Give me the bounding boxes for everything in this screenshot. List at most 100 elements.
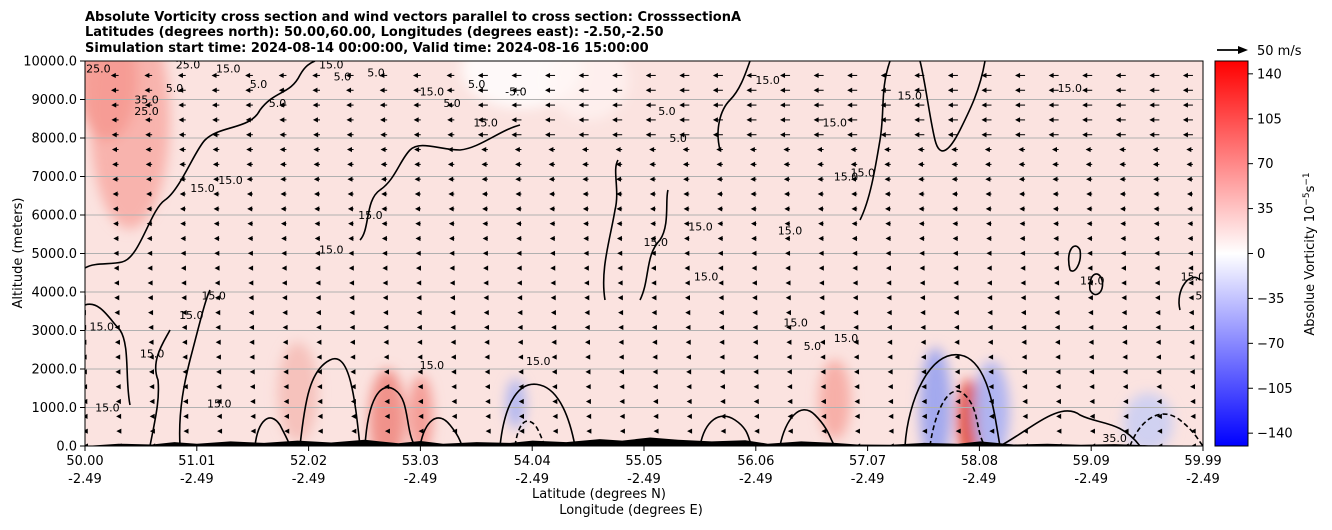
wind-vector-466 (645, 87, 656, 93)
wind-vector-head (1115, 102, 1121, 108)
wind-vector-582 (819, 295, 825, 301)
wind-vector-head (381, 191, 387, 197)
wind-vector-110 (215, 354, 221, 360)
wind-vector-head (583, 235, 589, 242)
wind-vector-85 (182, 339, 188, 345)
wind-vector-252 (381, 176, 388, 182)
wind-vector-637 (885, 250, 891, 256)
wind-vector-head (612, 132, 618, 138)
wind-vector-head (987, 295, 993, 301)
wind-vector-head (112, 176, 118, 182)
wind-vector-head (346, 87, 352, 93)
wind-vector-445 (653, 398, 659, 405)
wind-vector-372 (551, 324, 557, 331)
wind-vector-head (651, 324, 657, 331)
wind-vector-head (686, 384, 692, 390)
wind-vector-head (379, 87, 385, 93)
wind-vector-head (511, 102, 517, 108)
wind-vector-head (612, 102, 618, 108)
wind-vector-head (1120, 221, 1126, 227)
wind-vector-709 (987, 339, 993, 345)
wind-vector-420 (619, 384, 625, 390)
wind-vector-609 (852, 280, 858, 286)
wind-vector-head (651, 280, 657, 286)
wind-vector-head (545, 87, 551, 93)
contour-label-31: 15.0 (834, 170, 859, 183)
wind-vector-583 (819, 280, 825, 286)
wind-vector-600 (854, 413, 860, 419)
wind-vector-95 (179, 191, 186, 197)
wind-vector-96 (179, 176, 186, 182)
wind-vector-head (248, 280, 254, 286)
wind-vector-head (947, 72, 953, 79)
wind-vector-head (1015, 87, 1021, 93)
wind-vector-head (1155, 354, 1161, 360)
wind-vector-727 (981, 72, 992, 79)
wind-vector-305 (447, 161, 455, 167)
wind-vector-451 (651, 309, 657, 316)
wind-vector-695 (951, 161, 958, 167)
wind-vector-165 (282, 309, 288, 316)
wind-vector-head (684, 280, 690, 286)
wind-vector-head (85, 339, 87, 345)
wind-vector-head (712, 117, 718, 123)
wind-vector-head (545, 72, 551, 79)
contour-labels: 25.035.025.05.025.0 15.05.05.015.05.0 5.01… (86, 61, 1203, 445)
colorbar-label-text: Absolue Vorticity 10 (1303, 206, 1318, 336)
wind-vector-864 (1189, 354, 1195, 360)
terrain (85, 437, 1203, 446)
wind-vector-534 (751, 235, 757, 242)
wind-vector-223 (348, 221, 354, 227)
wind-vector-head (1182, 132, 1188, 138)
wind-vector-48 (111, 117, 119, 123)
wind-vector-783 (1089, 398, 1095, 405)
wind-vector-head (214, 235, 220, 242)
wind-vector-45 (112, 161, 119, 167)
wind-vector-671 (914, 132, 925, 138)
wind-vector-head (1119, 161, 1125, 167)
y-tick-label-1: 1000.0 (32, 401, 78, 416)
wind-vector-head (384, 398, 390, 405)
wind-vector-623 (847, 72, 858, 79)
y-tick-label-3: 3000.0 (32, 324, 78, 339)
wind-vector-head (182, 339, 188, 345)
wind-vector-311 (446, 72, 455, 79)
wind-vector-head (951, 176, 957, 182)
wind-vector-head (684, 265, 690, 271)
wind-vector-head (1188, 295, 1194, 301)
wind-vector-head (283, 384, 289, 390)
wind-vector-head (516, 250, 522, 256)
wind-vector-120 (213, 206, 220, 212)
wind-vector-head (452, 428, 458, 434)
wind-vector-634 (886, 295, 892, 301)
wind-vector-head (180, 235, 186, 242)
wind-vector-827 (1115, 132, 1126, 138)
wind-vector-head (786, 324, 792, 331)
wind-vector-head (919, 280, 925, 286)
wind-vector-head (880, 72, 886, 79)
wind-vector-head (914, 87, 920, 93)
wind-vector-head (149, 413, 155, 419)
wind-vector-head (482, 221, 488, 227)
wind-vector-287 (452, 428, 458, 434)
wind-vector-head (719, 324, 725, 331)
wind-vector-677 (955, 428, 961, 434)
wind-vector-736 (1021, 324, 1027, 331)
wind-vector-393 (585, 398, 591, 405)
wind-vector-294 (450, 324, 456, 331)
wind-vector-head (650, 250, 656, 256)
wind-vector-30 (115, 384, 121, 390)
wind-vector-head (850, 146, 856, 153)
wind-vector-347 (517, 309, 523, 316)
wind-vector-head (417, 354, 423, 360)
wind-vector-head (346, 132, 352, 138)
wind-vector-head (712, 132, 718, 138)
wind-vector-20 (78, 147, 85, 152)
wind-vector-411 (578, 132, 589, 138)
wind-vector-head (477, 132, 483, 138)
wind-vector-825 (1119, 161, 1126, 167)
wind-vector-852 (1152, 146, 1160, 153)
wind-vector-826 (1119, 146, 1126, 153)
wind-vector-473 (686, 369, 692, 375)
contour-line-16 (919, 61, 986, 152)
